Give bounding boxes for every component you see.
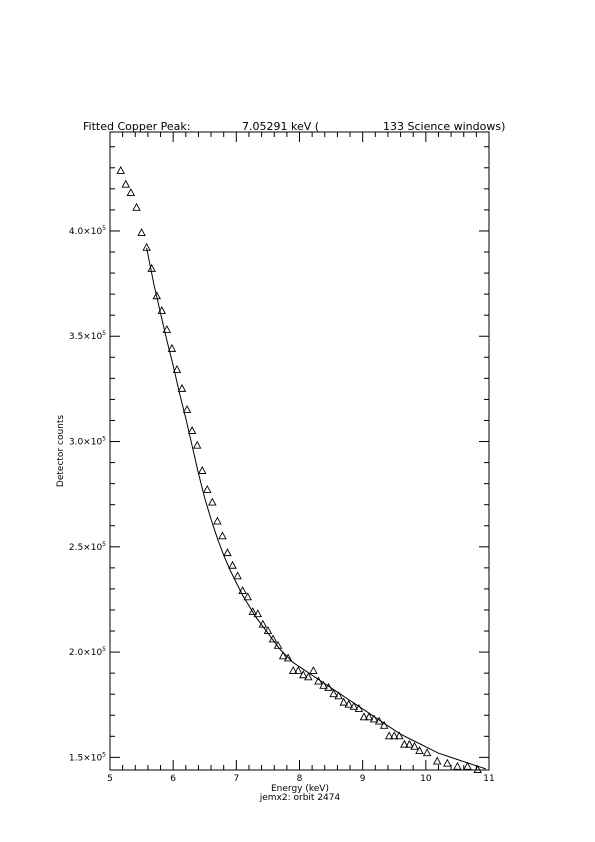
y-tick-label: 3.0×105 xyxy=(69,436,106,448)
data-point-triangle xyxy=(182,404,192,413)
data-point-triangle xyxy=(293,666,303,674)
data-point-triangle xyxy=(369,714,379,723)
x-tick-label: 8 xyxy=(297,774,303,784)
data-point-triangle xyxy=(203,485,212,493)
data-point-triangle xyxy=(177,383,187,392)
chart-title-right: 133 Science windows) xyxy=(383,120,505,133)
data-point-triangle xyxy=(223,548,232,557)
data-point-triangle xyxy=(162,324,172,333)
data-point-triangle xyxy=(334,691,343,700)
data-point-triangle xyxy=(415,746,424,754)
data-point-triangle xyxy=(132,202,141,211)
data-point-triangle xyxy=(152,291,161,300)
chart-title-left: Fitted Copper Peak: xyxy=(83,120,190,133)
data-point-triangle xyxy=(395,731,404,740)
plot-frame xyxy=(109,131,490,771)
data-point-triangle xyxy=(359,712,369,721)
y-tick-label: 1.5×105 xyxy=(69,751,106,763)
data-point-triangle xyxy=(258,619,268,628)
data-point-triangle xyxy=(410,741,419,750)
data-point-triangle xyxy=(213,516,222,525)
data-point-triangle xyxy=(273,640,283,649)
data-point-triangle xyxy=(389,731,399,740)
data-point-triangle xyxy=(453,761,462,770)
data-point-triangle xyxy=(288,666,298,674)
data-point-triangle xyxy=(299,670,308,679)
footer-label: jemx2: orbit 2474 xyxy=(259,793,341,803)
x-tick-label: 9 xyxy=(360,774,366,784)
y-tick-label: 2.0×105 xyxy=(69,646,106,658)
data-point-triangle xyxy=(137,228,146,237)
data-point-triangle xyxy=(187,426,197,434)
data-point-triangle xyxy=(379,720,389,729)
x-tick-label: 5 xyxy=(107,774,113,784)
data-point-triangle xyxy=(432,756,442,765)
x-tick-label: 6 xyxy=(170,774,176,784)
data-point-triangle xyxy=(473,765,482,773)
data-point-triangle xyxy=(208,497,217,506)
data-point-triangle xyxy=(172,364,182,373)
data-point-triangle xyxy=(314,676,323,685)
x-tick-label: 10 xyxy=(420,774,432,784)
data-point-triangle xyxy=(405,739,414,748)
data-point-triangle xyxy=(147,263,156,272)
data-point-triangle xyxy=(319,680,328,689)
y-tick-label: 4.0×105 xyxy=(69,225,106,237)
fit-curve-line xyxy=(146,247,486,770)
data-point-triangle xyxy=(324,682,333,691)
data-point-triangle xyxy=(167,343,177,352)
data-point-triangle xyxy=(116,166,125,174)
x-axis-label: Energy (keV) xyxy=(271,784,329,794)
y-axis-ticks: 1.5×105 2.0×105 2.5×105 3.0×105 3.5×105 4.0×1… xyxy=(69,146,489,763)
x-tick-label: 7 xyxy=(233,774,239,784)
data-point-triangle xyxy=(422,748,432,757)
x-axis-ticks: 5 6 7 8 9 10 11 xyxy=(107,132,495,784)
data-point-triangle xyxy=(309,666,318,674)
data-point-triangle xyxy=(329,689,338,698)
data-point-triangle xyxy=(354,703,364,712)
data-point-triangle xyxy=(443,758,452,767)
data-point-triangle xyxy=(228,560,237,569)
fit-curve-group xyxy=(146,247,486,770)
data-point-triangle xyxy=(218,531,227,540)
data-point-triangle xyxy=(374,716,384,725)
data-point-triangle xyxy=(253,609,263,618)
y-tick-label: 2.5×105 xyxy=(69,541,106,553)
data-point-triangle xyxy=(400,739,409,748)
data-point-triangle xyxy=(344,699,354,708)
data-point-triangle xyxy=(283,653,293,662)
chart-title-value: 7.05291 keV ( xyxy=(242,120,319,133)
data-point-triangle xyxy=(233,571,242,580)
data-point-triangle xyxy=(126,188,136,197)
data-point-triangle xyxy=(349,701,359,710)
x-tick-label: 11 xyxy=(483,774,494,784)
data-point-triangle xyxy=(384,731,394,740)
data-point-triangle xyxy=(157,306,167,314)
y-tick-label: 3.5×105 xyxy=(69,330,106,342)
data-point-triangle xyxy=(339,697,348,706)
y-axis-label: Detector counts xyxy=(56,415,66,487)
data-point-triangle xyxy=(364,712,374,721)
data-point-triangle xyxy=(197,466,207,474)
data-point-triangle xyxy=(243,592,252,601)
data-point-triangle xyxy=(463,761,472,770)
data-points-group xyxy=(116,166,482,773)
data-point-triangle xyxy=(268,634,278,643)
data-point-triangle xyxy=(238,586,247,594)
data-point-triangle xyxy=(192,440,202,449)
data-point-triangle xyxy=(142,242,151,251)
data-point-triangle xyxy=(304,672,313,681)
data-point-triangle xyxy=(278,651,288,660)
data-point-triangle xyxy=(121,179,131,188)
data-point-triangle xyxy=(248,607,258,616)
data-point-triangle xyxy=(263,626,273,634)
